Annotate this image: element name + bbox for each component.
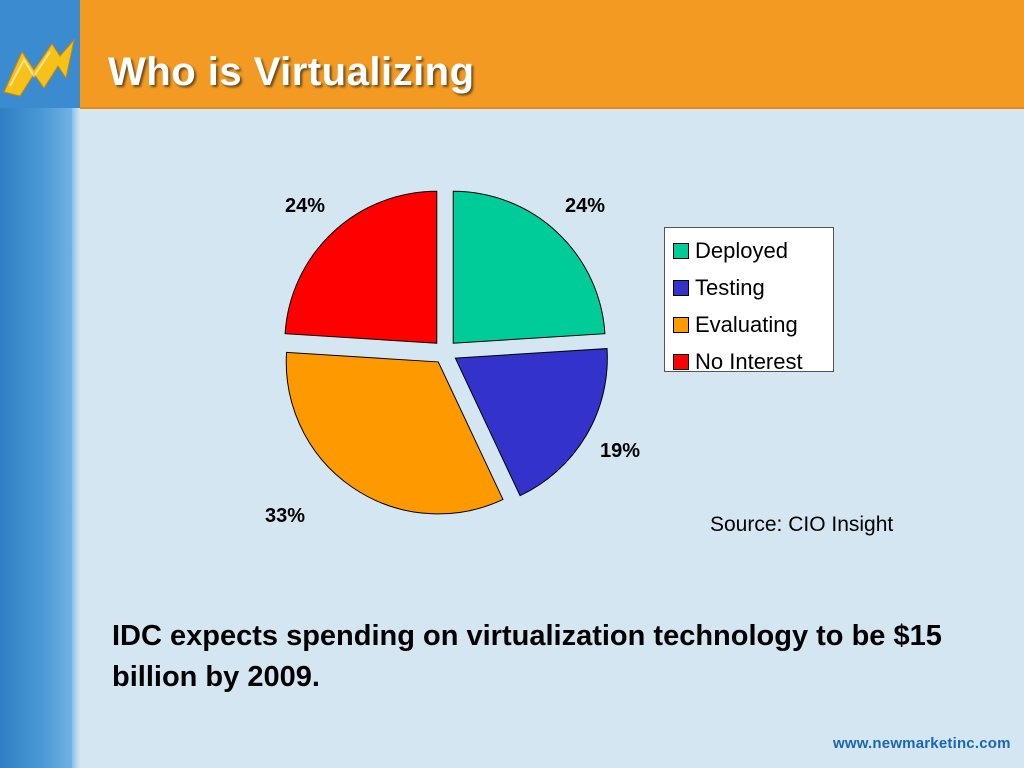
slice-value-label-evaluating: 33% (265, 505, 305, 527)
legend-item-evaluating: Evaluating (673, 306, 833, 343)
logo-mark-icon (3, 38, 75, 97)
pie-slice-no-interest (284, 190, 438, 344)
legend-item-no-interest: No Interest (673, 343, 833, 380)
chart-legend: Deployed Testing Evaluating No Interest (664, 227, 834, 374)
footer-url: www.newmarketinc.com (833, 735, 1011, 752)
source-note: Source: CIO Insight (710, 513, 894, 536)
legend-swatch (673, 316, 689, 333)
slice-value-label-deployed: 24% (565, 195, 605, 217)
legend-label: Testing (695, 274, 765, 300)
legend-item-deployed: Deployed (673, 232, 833, 269)
pie-slice-evaluating (285, 351, 504, 515)
slice-value-label-no-interest: 24% (285, 195, 325, 217)
pie-slice-deployed (452, 190, 606, 344)
pie-slice-testing (454, 348, 608, 497)
caption-text: IDC expects spending on virtualization t… (112, 620, 942, 693)
legend-swatch (673, 242, 689, 259)
legend-label: Evaluating (695, 311, 798, 337)
company-logo (0, 0, 80, 108)
slice-value-label-testing: 19% (600, 440, 640, 462)
legend-swatch (673, 279, 689, 296)
header-bar (80, 0, 1024, 109)
sidebar-decoration: Global Group and Business Solutions · Ho… (0, 0, 80, 768)
page-title: Who is Virtualizing (108, 50, 475, 94)
pie-chart-svg: 24% 19% 33% 24% (265, 190, 640, 527)
legend-swatch (673, 353, 689, 370)
pie-chart: 24% 19% 33% 24% (250, 170, 670, 540)
sidebar-edge (72, 0, 80, 768)
legend-item-testing: Testing (673, 269, 833, 306)
legend-label: No Interest (695, 348, 803, 374)
legend-label: Deployed (695, 237, 788, 263)
